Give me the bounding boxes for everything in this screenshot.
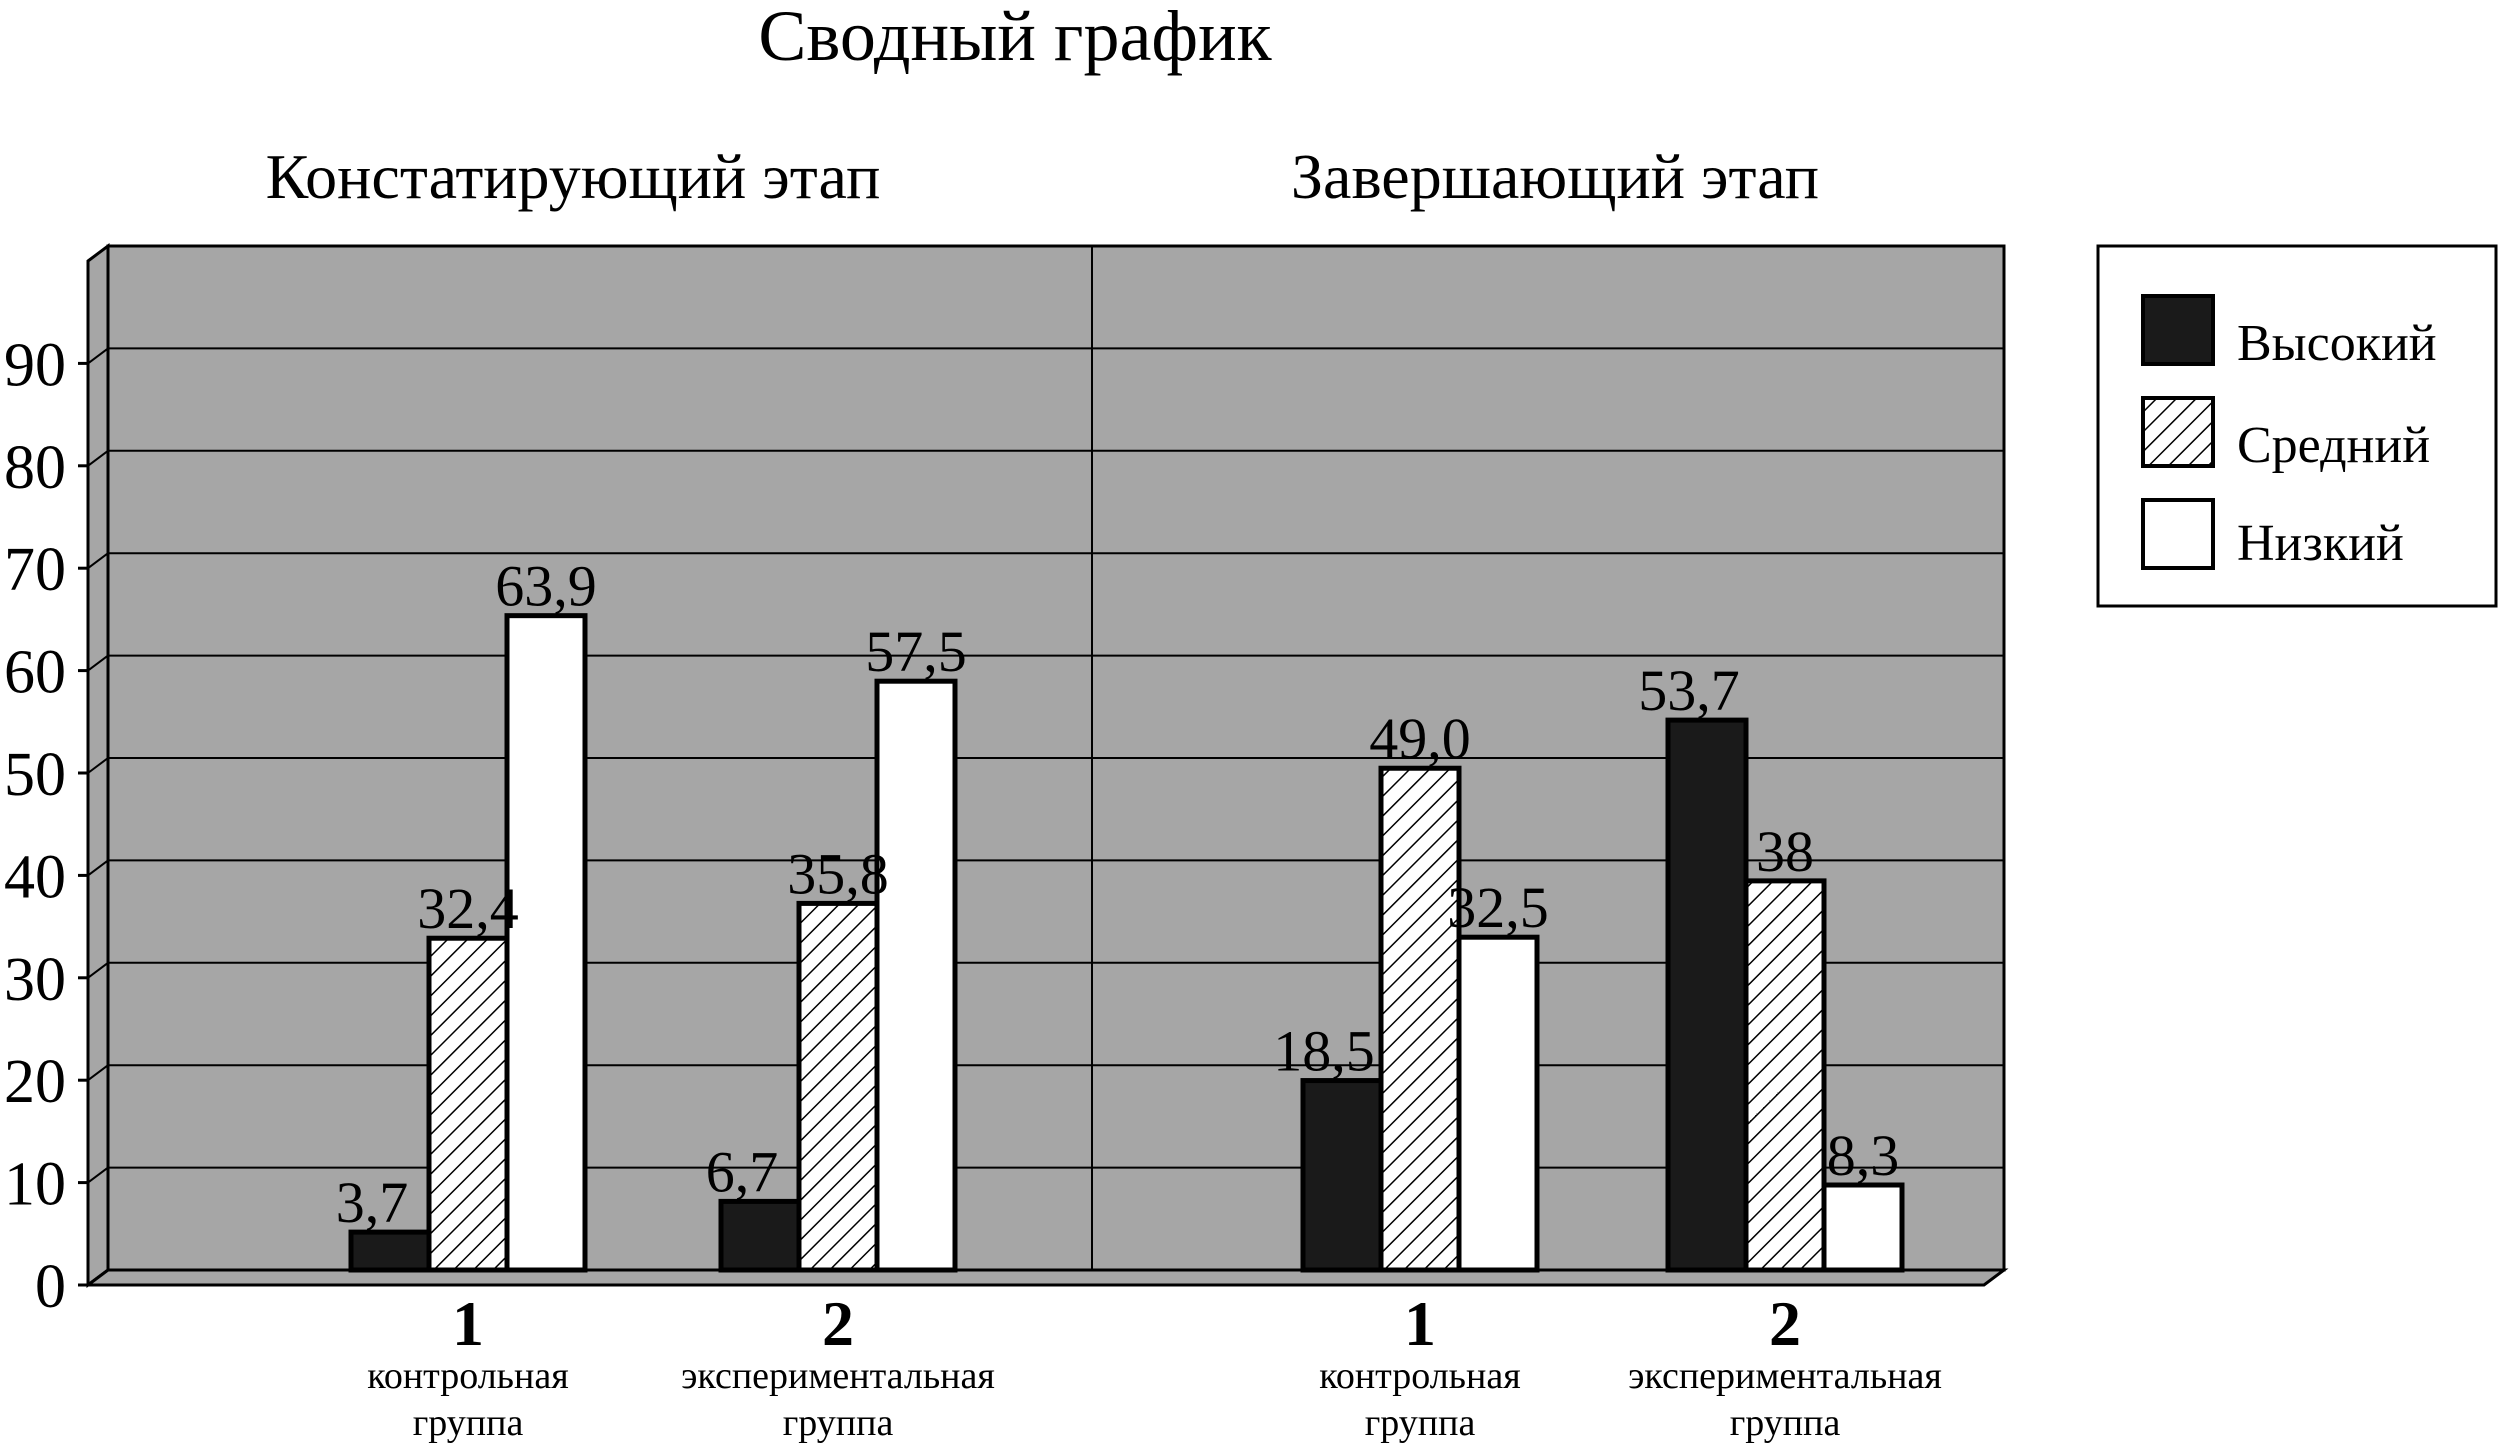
y-tick-label-70: 70 (4, 536, 66, 604)
gridline-wall-80 (87, 449, 109, 467)
data-label-p1-g1-medium: 38 (1756, 819, 1814, 884)
group-label-1-1-line2: группа (1730, 1402, 1841, 1444)
y-tick-label-30: 30 (4, 946, 66, 1014)
y-axis: 0 10 20 30 40 50 60 70 80 90 (4, 261, 90, 1321)
gridline-wall-40 (87, 859, 109, 877)
group-number-1-0: 1 (1404, 1288, 1436, 1359)
y-tick-label-60: 60 (4, 639, 66, 707)
group-label-1-1-line1: экспериментальная (1628, 1355, 1942, 1397)
panel-title-1: Завершающий этап (1291, 141, 1819, 212)
bar-p1-g1-low (1821, 1182, 1905, 1273)
y-tick-label-80: 80 (4, 434, 66, 502)
data-label-p1-g0-medium: 49,0 (1369, 706, 1471, 771)
data-label-p0-g0-high: 3,7 (336, 1170, 409, 1235)
legend: Высокий Средний Низкий (2096, 244, 2498, 608)
data-label-p1-g1-low: 8,3 (1827, 1123, 1900, 1188)
y-tick-label-90: 90 (4, 331, 66, 399)
gridline-wall-30 (87, 961, 109, 979)
bar-p1-g0-low (1456, 934, 1540, 1273)
gridline-wall-10 (87, 1166, 109, 1184)
data-label-p1-g1-high: 53,7 (1638, 658, 1740, 723)
plot-floor (83, 1268, 2009, 1287)
group-label-0-0-line2: группа (413, 1402, 524, 1444)
group-label-0-1-line2: группа (783, 1402, 894, 1444)
group-label-0-1-line1: экспериментальная (681, 1355, 995, 1397)
bar-p1-g0-high (1300, 1078, 1384, 1273)
data-label-p0-g1-high: 6,7 (706, 1139, 779, 1204)
legend-swatch-low (2141, 498, 2215, 570)
legend-label-low: Низкий (2237, 515, 2404, 572)
bar-p1-g1-medium (1743, 878, 1827, 1273)
group-number-0-1: 2 (822, 1288, 854, 1359)
gridline-wall-90 (87, 347, 109, 365)
bar-p0-g1-low (874, 678, 958, 1273)
legend-swatch-medium (2141, 396, 2215, 468)
bar-p0-g0-low (504, 613, 588, 1273)
group-number-0-0: 1 (452, 1288, 484, 1359)
gridline-wall-20 (87, 1064, 109, 1081)
y-tick-label-10: 10 (4, 1151, 66, 1219)
legend-swatch-high (2141, 294, 2215, 366)
group-label-1-0-line1: контрольная (1319, 1355, 1520, 1397)
y-tick-label-40: 40 (4, 843, 66, 911)
legend-label-medium: Средний (2237, 417, 2430, 474)
legend-label-high: Высокий (2237, 315, 2437, 372)
bar-p0-g0-medium (426, 935, 510, 1273)
data-label-p0-g1-low: 57,5 (865, 619, 967, 684)
gridline-wall-70 (87, 552, 109, 570)
y-tick-label-0: 0 (35, 1253, 66, 1321)
data-label-p1-g0-low: 32,5 (1447, 875, 1549, 940)
bars (348, 613, 1905, 1273)
group-number-1-1: 2 (1769, 1288, 1801, 1359)
chart-title: Сводный график (758, 0, 1272, 76)
gridline-wall-60 (87, 654, 109, 672)
bar-p1-g1-high (1665, 717, 1749, 1273)
data-label-p1-g0-high: 18,5 (1273, 1019, 1375, 1084)
data-label-p0-g1-medium: 35,8 (787, 841, 889, 906)
data-labels: 3,7 32,4 63,9 6,7 35,8 57,5 18,5 49,0 32,5 53,7 38… (336, 554, 1900, 1235)
y-tick-label-50: 50 (4, 741, 66, 809)
data-label-p0-g0-low: 63,9 (495, 554, 597, 619)
data-label-p0-g0-medium: 32,4 (417, 876, 519, 941)
bar-p0-g1-high (718, 1198, 802, 1273)
panel-title-0: Констатирующий этап (266, 141, 881, 212)
bar-p0-g1-medium (796, 900, 880, 1273)
group-label-1-0-line2: группа (1365, 1402, 1476, 1444)
gridline-wall-50 (87, 757, 109, 774)
group-label-0-0-line1: контрольная (367, 1355, 568, 1397)
bar-p1-g0-medium (1378, 765, 1462, 1273)
y-tick-label-20: 20 (4, 1048, 66, 1116)
bar-p0-g0-high (348, 1229, 432, 1273)
